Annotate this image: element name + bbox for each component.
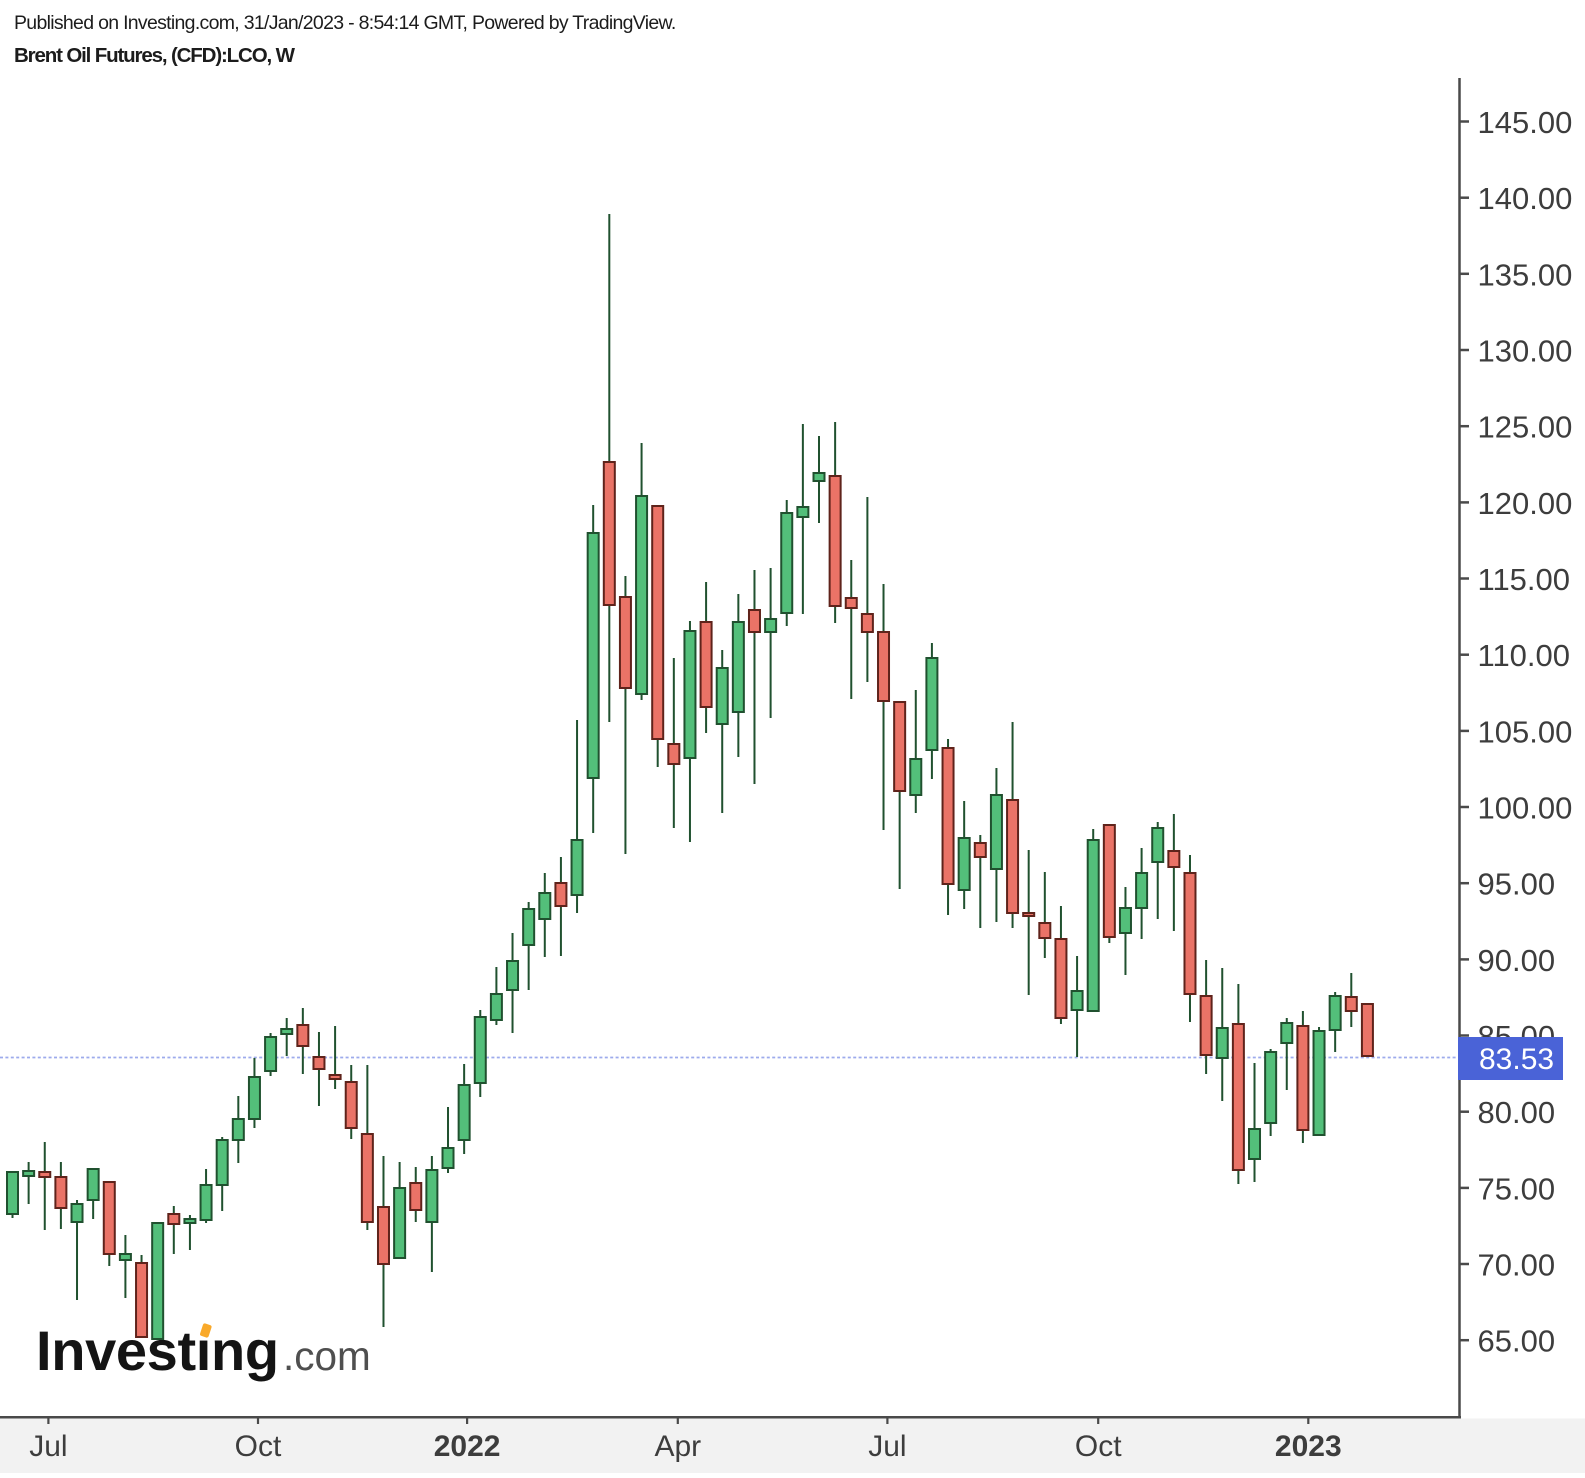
svg-text:90.00: 90.00 [1478,943,1556,978]
svg-text:2022: 2022 [434,1430,501,1463]
svg-text:80.00: 80.00 [1478,1095,1556,1130]
svg-text:65.00: 65.00 [1478,1324,1556,1359]
svg-text:75.00: 75.00 [1478,1171,1556,1206]
svg-text:135.00: 135.00 [1478,257,1573,292]
svg-text:95.00: 95.00 [1478,867,1556,902]
svg-text:Published on Investing.com, 31: Published on Investing.com, 31/Jan/2023 … [14,12,676,34]
svg-text:Oct: Oct [235,1430,282,1463]
svg-text:83.53: 83.53 [1479,1043,1554,1076]
svg-text:2023: 2023 [1275,1430,1342,1463]
svg-text:120.00: 120.00 [1478,486,1573,521]
svg-text:Jul: Jul [868,1430,906,1463]
svg-text:110.00: 110.00 [1478,638,1571,673]
svg-text:Apr: Apr [654,1430,701,1463]
svg-text:115.00: 115.00 [1478,562,1571,597]
svg-text:Brent Oil Futures, (CFD):LCO,: Brent Oil Futures, (CFD):LCO, W [14,44,296,67]
svg-text:130.00: 130.00 [1478,334,1573,369]
svg-text:.com: .com [283,1333,371,1379]
svg-text:145.00: 145.00 [1478,105,1573,140]
svg-text:140.00: 140.00 [1478,181,1573,216]
svg-text:Oct: Oct [1075,1430,1122,1463]
svg-text:125.00: 125.00 [1478,410,1573,445]
svg-text:105.00: 105.00 [1478,714,1573,749]
svg-text:Jul: Jul [29,1430,67,1463]
svg-text:100.00: 100.00 [1478,791,1573,826]
svg-text:70.00: 70.00 [1478,1248,1556,1283]
